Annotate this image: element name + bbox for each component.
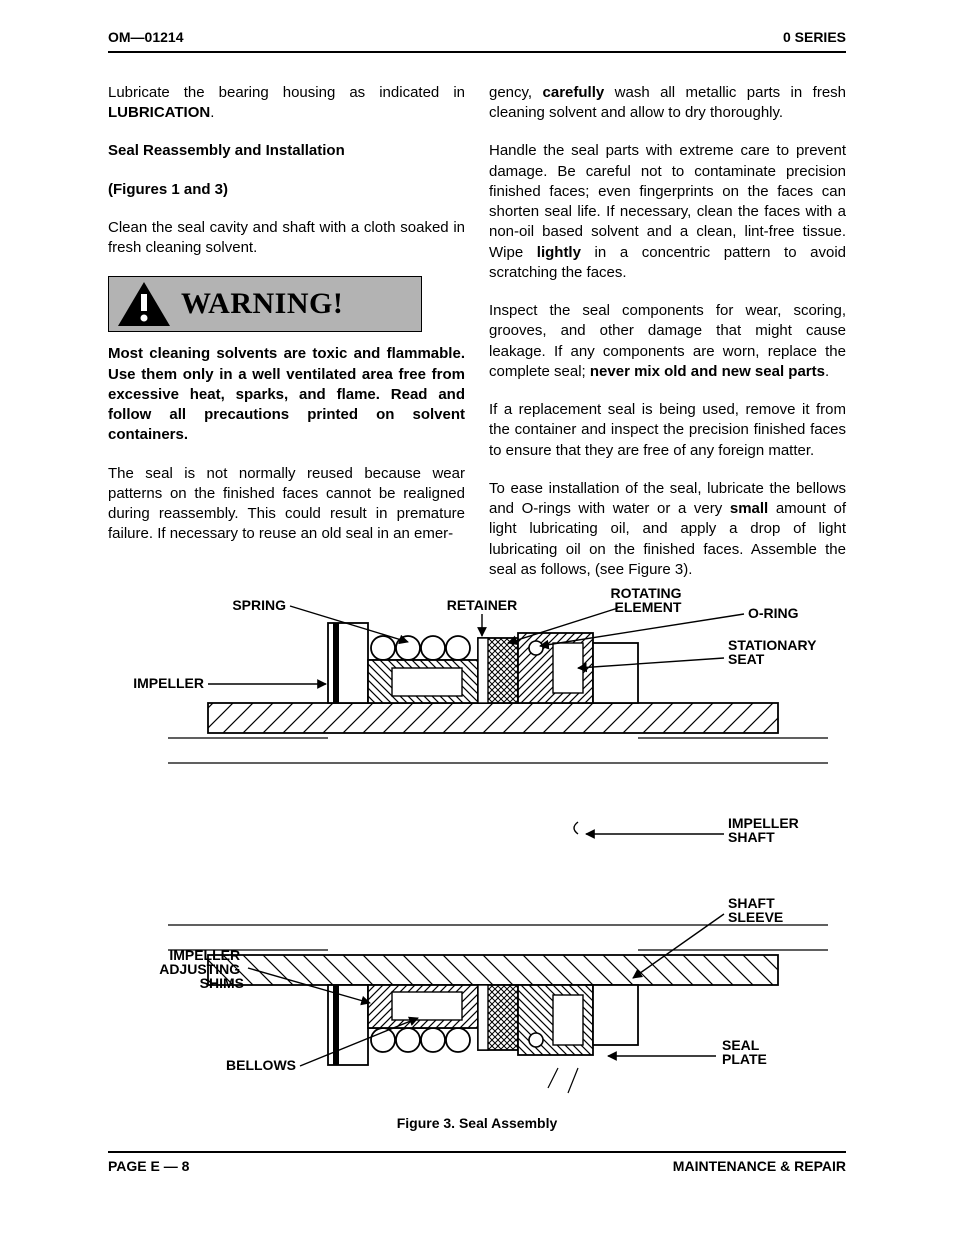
para-lubricate: Lubricate the bearing housing as indicat… (108, 83, 465, 124)
text: gency, (489, 84, 543, 101)
label-spring: SPRING (232, 597, 286, 613)
text-bold: carefully (543, 84, 605, 101)
figure-reference: (Figures 1 and 3) (108, 180, 465, 200)
figure-3: SPRING RETAINER ROTATING ELEMENT O-RING … (108, 588, 846, 1133)
para-seal-reuse: The seal is not normally reused because … (108, 464, 465, 545)
top-assembly: SPRING RETAINER ROTATING ELEMENT O-RING … (133, 588, 828, 763)
header-left: OM—01214 (108, 28, 183, 47)
para-handle: Handle the seal parts with extreme care … (489, 141, 846, 283)
label-rotating-element: ROTATING ELEMENT (611, 588, 686, 615)
body-columns: Lubricate the bearing housing as indicat… (108, 83, 846, 580)
label-stationary-seat: STATIONARY SEAT (728, 637, 820, 667)
text: Lubricate the bearing housing as indicat… (108, 84, 465, 101)
page-footer: PAGE E — 8 MAINTENANCE & REPAIR (108, 1151, 846, 1176)
text-bold: small (730, 500, 768, 517)
text: . (825, 363, 829, 380)
footer-left: PAGE E — 8 (108, 1157, 189, 1176)
para-ease: To ease installation of the seal, lubric… (489, 479, 846, 580)
label-seal-plate: SEAL PLATE (722, 1037, 767, 1067)
text-bold: LUBRICATION (108, 104, 210, 121)
warning-paragraph: Most cleaning solvents are toxic and fla… (108, 344, 465, 445)
seal-assembly-diagram: SPRING RETAINER ROTATING ELEMENT O-RING … (108, 588, 846, 1108)
label-impeller-shaft: IMPELLER SHAFT (728, 815, 803, 845)
warning-box: WARNING! (108, 276, 422, 332)
text: . (210, 104, 214, 121)
label-bellows: BELLOWS (226, 1057, 296, 1073)
header-right: 0 SERIES (783, 28, 846, 47)
label-impeller-adjusting-shims: IMPELLER ADJUSTING SHIMS (159, 947, 244, 991)
warning-triangle-icon (117, 281, 171, 327)
footer-right: MAINTENANCE & REPAIR (673, 1157, 846, 1176)
para-replacement: If a replacement seal is being used, rem… (489, 400, 846, 461)
para-clean: Clean the seal cavity and shaft with a c… (108, 218, 465, 259)
left-column: Lubricate the bearing housing as indicat… (108, 83, 465, 580)
label-retainer: RETAINER (447, 597, 518, 613)
label-impeller: IMPELLER (133, 675, 204, 691)
label-shaft-sleeve: SHAFT SLEEVE (728, 895, 783, 925)
para-gency: gency, carefully wash all metallic parts… (489, 83, 846, 124)
section-heading: Seal Reassembly and Installation (108, 141, 465, 161)
text-bold: lightly (537, 244, 581, 261)
page-header: OM—01214 0 SERIES (108, 28, 846, 53)
right-column: gency, carefully wash all metallic parts… (489, 83, 846, 580)
text-bold: never mix old and new seal parts (590, 363, 825, 380)
figure-caption: Figure 3. Seal Assembly (108, 1114, 846, 1133)
warning-label: WARNING! (181, 284, 343, 325)
label-oring: O-RING (748, 605, 799, 621)
para-inspect: Inspect the seal components for wear, sc… (489, 301, 846, 382)
